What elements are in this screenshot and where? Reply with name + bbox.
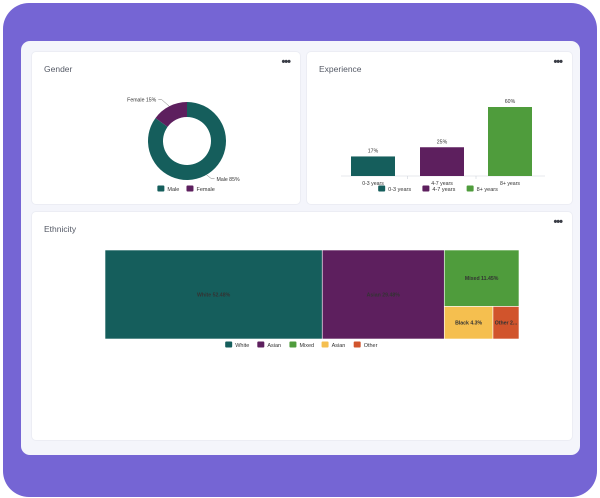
ethnicity-tile-label-3: Black 4.3% bbox=[455, 321, 482, 327]
gender-leader-male bbox=[206, 174, 215, 180]
ethnicity-tile-label-0: White 52.48% bbox=[197, 293, 231, 299]
experience-legend-swatch-0 bbox=[378, 185, 386, 192]
ethnicity-tile-1 bbox=[321, 249, 445, 340]
experience-legend-swatch-1 bbox=[422, 185, 430, 192]
ethnicity-tile-3 bbox=[443, 306, 494, 340]
ethnicity-tile-4 bbox=[492, 306, 520, 340]
experience-bar-2 bbox=[488, 107, 532, 176]
gender-title: Gender bbox=[44, 64, 73, 74]
ethnicity-legend-swatch-2 bbox=[289, 341, 297, 348]
gender-card: Gender ••• Female 15% Male 85% Male Female bbox=[32, 52, 300, 204]
ethnicity-legend-label-0: White bbox=[235, 343, 249, 349]
experience-tick-label-1: 4-7 years bbox=[431, 181, 453, 187]
gender-slice-male bbox=[148, 102, 226, 180]
gender-more-icon[interactable]: ••• bbox=[281, 56, 291, 68]
ethnicity-chart: White 52.48% Asian 29.48% Mixed 11.45% Blac… bbox=[104, 249, 520, 349]
ethnicity-tile-label-2: Mixed 11.45% bbox=[465, 276, 499, 282]
ethnicity-tile-label-4: Other 2... bbox=[495, 321, 518, 327]
ethnicity-legend-swatch-0 bbox=[225, 341, 233, 348]
experience-legend-label-1: 4-7 years bbox=[432, 187, 455, 193]
gender-slice-female bbox=[155, 102, 187, 127]
ethnicity-tile-0 bbox=[104, 249, 323, 340]
ethnicity-legend-swatch-4 bbox=[353, 341, 361, 348]
gender-legend-swatch-0 bbox=[157, 185, 165, 192]
experience-value-label-1: 25% bbox=[437, 139, 448, 145]
ethnicity-legend-label-2: Mixed bbox=[299, 343, 314, 349]
gender-legend-label-1: Female bbox=[196, 187, 214, 193]
experience-legend-swatch-2 bbox=[466, 185, 474, 192]
experience-bar-1 bbox=[420, 147, 464, 176]
experience-card: Experience ••• 17% 0-3 years 25% 4-7 years 6… bbox=[307, 52, 572, 204]
ethnicity-more-icon[interactable]: ••• bbox=[553, 216, 563, 228]
ethnicity-card: Ethnicity ••• White 52.48% Asian 29.48% Mi… bbox=[32, 212, 572, 440]
ethnicity-legend-label-3: Asian bbox=[332, 343, 346, 349]
ethnicity-legend-swatch-1 bbox=[257, 341, 265, 348]
experience-legend-label-2: 8+ years bbox=[477, 187, 498, 193]
gender-legend-label-0: Male bbox=[167, 187, 179, 193]
dashboard-panel: Gender ••• Female 15% Male 85% Male Female … bbox=[21, 41, 580, 455]
gender-label-male: Male 85% bbox=[217, 177, 240, 183]
experience-value-label-0: 17% bbox=[368, 148, 379, 154]
ethnicity-title: Ethnicity bbox=[44, 224, 77, 234]
experience-title: Experience bbox=[319, 64, 362, 74]
experience-more-icon[interactable]: ••• bbox=[553, 56, 563, 68]
ethnicity-legend-swatch-3 bbox=[321, 341, 329, 348]
ethnicity-legend-label-4: Other bbox=[364, 343, 378, 349]
experience-tick-label-0: 0-3 years bbox=[362, 181, 384, 187]
ethnicity-tile-2 bbox=[443, 249, 520, 307]
ethnicity-legend-label-1: Asian bbox=[267, 343, 281, 349]
gender-chart: Female 15% Male 85% Male Female bbox=[127, 97, 240, 193]
experience-bar-0 bbox=[351, 156, 395, 176]
gender-legend-swatch-1 bbox=[186, 185, 194, 192]
gender-leader-female bbox=[158, 99, 170, 107]
gender-label-female: Female 15% bbox=[127, 97, 157, 103]
experience-tick-label-2: 8+ years bbox=[500, 181, 520, 187]
experience-legend-label-0: 0-3 years bbox=[388, 187, 411, 193]
ethnicity-tile-label-1: Asian 29.48% bbox=[367, 293, 401, 299]
experience-chart: 17% 0-3 years 25% 4-7 years 60% 8+ years 0-3 y… bbox=[341, 99, 545, 193]
experience-value-label-2: 60% bbox=[505, 99, 516, 105]
